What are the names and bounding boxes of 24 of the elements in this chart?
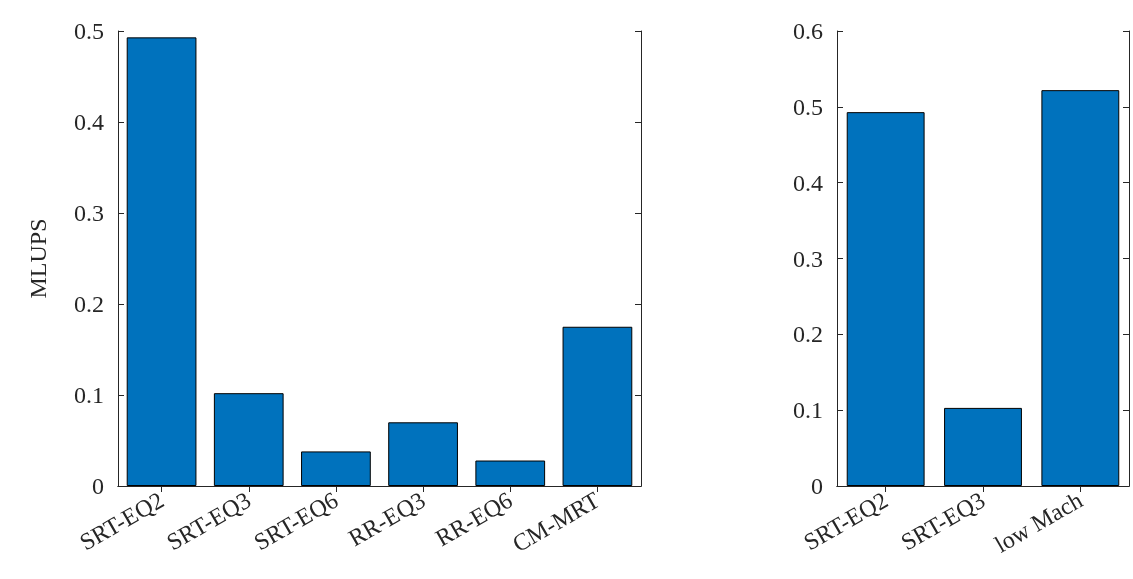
bar — [126, 37, 197, 486]
y-tick-label: 0.6 — [793, 18, 823, 44]
y-tick-label: 0.5 — [74, 18, 104, 44]
y-tick-label: 0.3 — [74, 200, 104, 226]
bar — [301, 451, 371, 486]
bar — [562, 326, 633, 486]
y-tick-label: 0.3 — [793, 245, 823, 272]
x-tick-label: low Mach — [990, 486, 1087, 558]
y-tick-label: 0.2 — [74, 291, 104, 317]
y-axis-title: MLUPS — [25, 218, 51, 299]
y-tick-label: 0.1 — [74, 382, 104, 408]
y-tick-label: 0 — [811, 473, 823, 499]
y-tick-label: 0 — [92, 473, 104, 499]
bar — [1041, 90, 1120, 486]
y-tick-label: 0.4 — [793, 169, 823, 196]
y-tick-label: 0.1 — [793, 397, 823, 424]
bar — [213, 393, 284, 486]
y-tick-label: 0.4 — [74, 109, 104, 135]
bar — [944, 407, 1022, 486]
bar — [846, 112, 925, 486]
y-tick-label: 0.2 — [793, 321, 823, 348]
y-tick-label: 0.5 — [793, 93, 823, 120]
bar — [388, 422, 458, 486]
bar — [475, 460, 546, 486]
